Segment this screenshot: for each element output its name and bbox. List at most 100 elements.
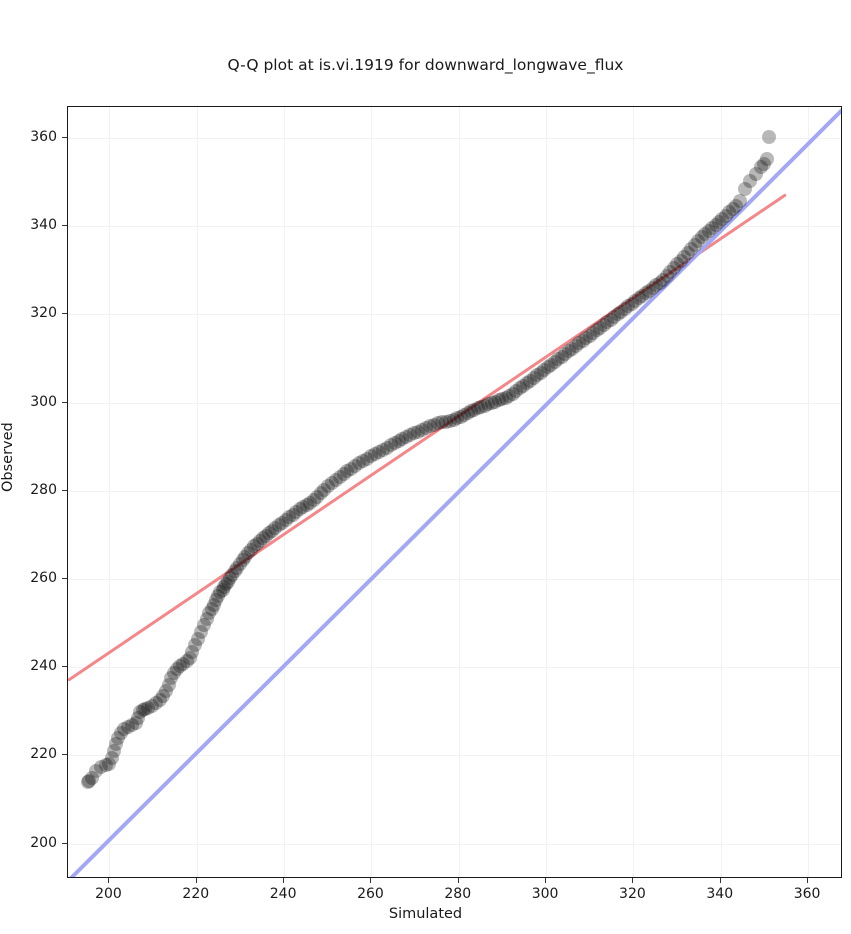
data-point <box>222 571 237 586</box>
data-point <box>732 194 747 209</box>
data-point <box>247 539 261 554</box>
data-point <box>296 500 311 515</box>
gridline-horizontal <box>68 226 841 228</box>
data-point <box>415 422 430 437</box>
data-point <box>256 531 271 546</box>
data-point <box>292 502 307 517</box>
data-point <box>663 265 678 280</box>
x-tick-label: 340 <box>706 886 734 902</box>
plot-panel <box>67 106 842 878</box>
data-point <box>356 453 371 468</box>
x-tick-label: 220 <box>182 886 210 902</box>
x-axis-title: Simulated <box>388 906 463 922</box>
data-point <box>505 386 520 401</box>
y-tick-mark <box>62 754 67 756</box>
data-point <box>708 217 723 232</box>
data-point <box>738 181 753 196</box>
gridline-horizontal <box>68 137 841 139</box>
data-point <box>367 447 382 462</box>
plot-area <box>68 107 841 877</box>
data-point <box>467 402 482 417</box>
data-point <box>624 296 639 311</box>
gridline-vertical <box>196 107 198 877</box>
data-point <box>523 373 538 388</box>
y-tick-mark <box>62 313 67 315</box>
data-point <box>722 205 737 220</box>
data-point <box>600 315 615 330</box>
data-point <box>268 520 283 535</box>
data-point <box>603 312 618 327</box>
gridline-vertical <box>808 107 810 877</box>
y-tick-label: 320 <box>30 305 57 322</box>
data-point <box>253 534 268 549</box>
data-point <box>645 280 660 295</box>
data-point <box>125 717 140 732</box>
data-point <box>375 442 390 457</box>
y-tick-label: 200 <box>30 834 57 851</box>
x-tick-label: 320 <box>619 886 646 902</box>
data-point <box>540 360 555 375</box>
data-point <box>484 396 499 410</box>
data-point <box>422 419 437 434</box>
data-point <box>262 526 277 541</box>
data-point <box>460 406 475 421</box>
data-point <box>491 393 506 408</box>
x-tick-label: 260 <box>357 886 384 902</box>
data-point <box>188 638 203 653</box>
data-point <box>729 199 744 214</box>
data-point <box>278 512 293 527</box>
data-point <box>481 397 496 412</box>
y-tick-mark <box>62 666 67 668</box>
data-point <box>265 523 280 538</box>
data-point <box>670 257 685 272</box>
x-tick-label: 200 <box>95 886 122 902</box>
data-point <box>712 214 726 229</box>
y-tick-mark <box>62 136 67 138</box>
gridline-vertical <box>633 107 635 877</box>
x-tick-mark <box>283 878 285 883</box>
data-point <box>391 433 406 448</box>
data-point <box>215 582 230 597</box>
data-point <box>82 773 97 788</box>
data-point <box>438 414 453 429</box>
gridline-vertical <box>109 107 111 877</box>
data-point <box>182 650 197 665</box>
data-point <box>430 416 445 431</box>
data-point <box>185 644 200 659</box>
data-point <box>753 159 768 174</box>
data-point <box>698 227 713 242</box>
data-point <box>725 202 740 217</box>
x-tick-mark <box>632 878 634 883</box>
data-point <box>470 401 485 416</box>
data-point <box>631 291 646 306</box>
data-point <box>614 304 629 319</box>
data-point <box>344 461 359 476</box>
data-point <box>659 269 674 284</box>
data-point <box>715 211 730 226</box>
data-point <box>144 699 159 714</box>
data-point <box>403 428 418 443</box>
data-point <box>324 475 339 490</box>
data-point <box>106 744 121 759</box>
data-point <box>243 542 258 557</box>
data-point <box>426 417 441 432</box>
data-point <box>113 726 128 741</box>
data-point <box>617 302 632 317</box>
data-point <box>610 307 625 322</box>
data-point <box>498 390 513 405</box>
data-point <box>352 456 367 471</box>
data-point <box>544 357 559 372</box>
data-point <box>310 489 325 504</box>
data-point <box>474 399 489 414</box>
data-point <box>303 495 318 510</box>
data-point <box>748 167 763 182</box>
data-point <box>628 294 643 309</box>
data-point <box>701 223 716 238</box>
data-point <box>230 560 245 575</box>
data-point <box>148 696 163 711</box>
data-point <box>121 719 136 734</box>
data-point <box>677 249 692 264</box>
x-tick-mark <box>807 878 809 883</box>
y-tick-label: 360 <box>30 128 57 145</box>
data-point <box>233 557 248 572</box>
